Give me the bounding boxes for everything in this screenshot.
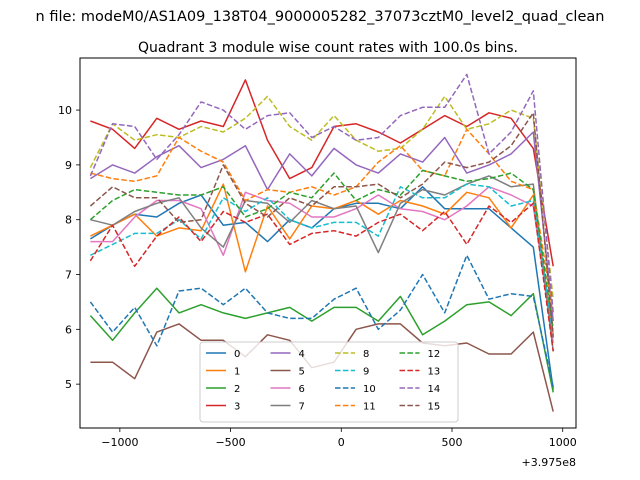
y-tick-label: 10 [58, 104, 72, 117]
series-line-0 [90, 186, 554, 390]
series-line-13 [89, 202, 554, 352]
series-line-3 [90, 79, 554, 267]
y-tick-label: 8 [65, 214, 72, 227]
series-line-14 [89, 73, 554, 313]
legend-box [199, 341, 459, 423]
legend-label-13: 13 [428, 367, 441, 378]
series-line-8 [89, 95, 554, 300]
legend-label-7: 7 [299, 402, 305, 413]
x-offset-label: +3.975e8 [522, 456, 576, 469]
chart-title: Quadrant 3 module wise count rates with … [138, 40, 518, 56]
legend-label-12: 12 [428, 349, 441, 360]
legend-label-14: 14 [428, 384, 441, 395]
x-tick-label: 1000 [549, 436, 577, 449]
legend-label-2: 2 [234, 384, 240, 395]
y-tick-label: 9 [65, 159, 72, 172]
y-tick-label: 6 [65, 323, 72, 336]
figure-suptitle: n file: modeM0/AS1A09_138T04_9000005282_… [36, 9, 605, 25]
legend-label-10: 10 [363, 384, 376, 395]
legend-label-15: 15 [428, 402, 441, 413]
x-tick-label: −1000 [101, 436, 138, 449]
legend-label-5: 5 [299, 367, 305, 378]
legend-label-8: 8 [363, 349, 369, 360]
legend-label-3: 3 [234, 402, 240, 413]
legend-label-0: 0 [234, 349, 240, 360]
series-line-6 [90, 186, 554, 344]
series-line-4 [90, 131, 554, 322]
legend-label-1: 1 [234, 367, 240, 378]
series-line-2 [89, 287, 554, 393]
series-line-12 [89, 169, 554, 330]
series-line-1 [90, 183, 554, 335]
series-line-10 [89, 254, 554, 388]
legend-label-11: 11 [363, 402, 376, 413]
x-axis: −1000 −500 0 500 1000 [101, 428, 577, 449]
plot-frame [79, 57, 577, 429]
y-axis: 5 6 7 8 9 10 [58, 104, 80, 391]
x-tick-label: −500 [215, 436, 245, 449]
x-tick-label: 500 [442, 436, 463, 449]
legend-label-4: 4 [299, 349, 305, 360]
y-tick-label: 5 [65, 378, 72, 391]
x-tick-label: 0 [338, 436, 345, 449]
y-tick-label: 7 [65, 269, 72, 282]
legend-label-6: 6 [299, 384, 305, 395]
legend-label-9: 9 [363, 367, 369, 378]
series-line-11 [90, 128, 554, 314]
series-line-15 [89, 112, 554, 338]
